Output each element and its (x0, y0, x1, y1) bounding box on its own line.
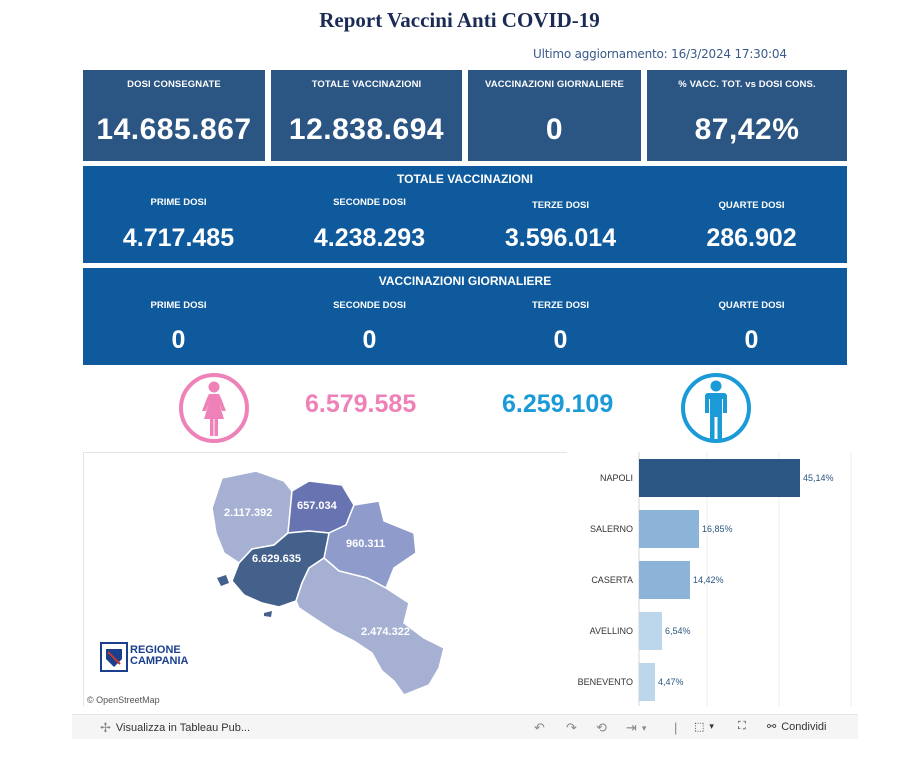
col-value: 0 (171, 326, 186, 354)
map-label-benevento: 657.034 (297, 500, 338, 512)
female-icon (178, 372, 250, 449)
kpi-totale-vaccinazioni: TOTALE VACCINAZIONI 12.838.694 (271, 70, 462, 161)
col-label: TERZE DOSI (531, 300, 589, 311)
panel-title: TOTALE VACCINAZIONI (397, 172, 533, 186)
male-icon (680, 372, 752, 449)
toolbar-divider: | (674, 720, 677, 735)
province-salerno (295, 557, 445, 696)
page-title: Report Vaccini Anti COVID-19 (319, 8, 600, 32)
island-ischia (217, 575, 229, 586)
bar-napoli[interactable] (639, 459, 800, 497)
col-label: PRIME DOSI (150, 300, 207, 311)
refresh-icon: ⇥ (626, 720, 637, 735)
col-value: 4.238.293 (313, 224, 426, 252)
female-value: 6.579.585 (305, 390, 417, 418)
bar-category-label: CASERTA (591, 575, 633, 585)
kpi-dosi-consegnate: DOSI CONSEGNATE 14.685.867 (83, 70, 265, 161)
col-value: 3.596.014 (504, 224, 617, 252)
col-value: 0 (553, 326, 568, 354)
bar-value-label: 45,14% (803, 473, 834, 483)
bar-value-label: 6,54% (665, 626, 691, 636)
col-value: 286.902 (706, 224, 797, 252)
regione-campania-logo: REGIONE CAMPANIA (100, 642, 189, 672)
terze-dosi-col: TERZE DOSI 0 (465, 268, 656, 365)
bar-value-label: 14,42% (693, 575, 724, 585)
quarte-dosi-col: QUARTE DOSI 286.902 (656, 166, 847, 263)
col-label: SECONDE DOSI (333, 197, 406, 208)
undo-button[interactable]: ↶ (534, 720, 545, 736)
refresh-button[interactable]: ⇥ ▾ (626, 720, 646, 736)
kpi-value: 14.685.867 (96, 113, 252, 146)
prime-dosi-col: PRIME DOSI 4.717.485 (83, 166, 274, 263)
kpi-label: DOSI CONSEGNATE (127, 79, 221, 90)
chevron-down-icon: ▾ (641, 722, 647, 733)
share-button[interactable]: ⚯ Condividi (767, 720, 827, 734)
divider-icon: | (674, 720, 678, 735)
totale-vaccinazioni-panel: TOTALE VACCINAZIONI PRIME DOSI 4.717.485… (83, 166, 847, 263)
logo-line-2: CAMPANIA (130, 655, 189, 667)
bar-avellino[interactable] (639, 612, 662, 650)
map-label-caserta: 2.117.392 (224, 507, 272, 519)
seconde-dosi-col: SECONDE DOSI 0 (274, 268, 465, 365)
campania-map[interactable]: 2.117.392 657.034 960.311 6.629.635 2.47… (83, 452, 567, 706)
map-label-napoli: 6.629.635 (252, 553, 301, 565)
tableau-toolbar: ✢ Visualizza in Tableau Pub... ↶ ↷ ⟲ ⇥ ▾ … (72, 714, 858, 739)
kpi-value: 87,42% (694, 113, 800, 146)
fullscreen-button[interactable]: ⛶ (738, 720, 746, 733)
bar-category-label: AVELLINO (589, 626, 633, 636)
revert-button[interactable]: ⟲ (596, 720, 607, 736)
map-attribution[interactable]: © OpenStreetMap (87, 695, 160, 705)
kpi-value: 12.838.694 (288, 113, 445, 146)
bar-caserta[interactable] (639, 561, 690, 599)
download-button[interactable]: ⬚ ▾ (694, 720, 714, 733)
map-label-avellino: 960.311 (346, 538, 385, 550)
kpi-label: TOTALE VACCINAZIONI (311, 79, 422, 90)
redo-icon: ↷ (566, 720, 577, 735)
col-label: SECONDE DOSI (333, 300, 406, 311)
chevron-down-icon: ▾ (709, 721, 714, 731)
view-in-tableau-label: Visualizza in Tableau Pub... (115, 722, 251, 734)
bar-category-label: NAPOLI (599, 473, 633, 483)
bar-category-label: SALERNO (589, 524, 633, 534)
terze-dosi-col: TERZE DOSI 3.596.014 (465, 166, 656, 263)
revert-icon: ⟲ (596, 720, 607, 735)
kpi-value: 0 (545, 113, 564, 146)
col-value: 4.717.485 (122, 224, 235, 252)
seconde-dosi-col: SECONDE DOSI 4.238.293 (274, 166, 465, 263)
redo-button[interactable]: ↷ (566, 720, 577, 736)
col-value: 0 (744, 326, 759, 354)
share-label: Condividi (781, 720, 827, 733)
quarte-dosi-col: QUARTE DOSI 0 (656, 268, 847, 365)
island-capri (264, 611, 272, 617)
kpi-row: DOSI CONSEGNATE 14.685.867 TOTALE VACCIN… (83, 70, 847, 161)
kpi-percent-vaccinati: % VACC. TOT. vs DOSI CONS. 87,42% (647, 70, 847, 161)
panel-title: VACCINAZIONI GIORNALIERE (378, 274, 552, 288)
map-label-salerno: 2.474.322 (361, 626, 410, 638)
vaccinazioni-giornaliere-panel: VACCINAZIONI GIORNALIERE PRIME DOSI 0 SE… (83, 268, 847, 365)
undo-icon: ↶ (534, 720, 545, 735)
bar-value-label: 16,85% (702, 524, 733, 534)
kpi-label: VACCINAZIONI GIORNALIERE (485, 79, 624, 90)
fullscreen-icon: ⛶ (738, 720, 746, 732)
last-updated: Ultimo aggiornamento: 16/3/2024 17:30:04 (533, 47, 787, 61)
col-label: TERZE DOSI (531, 200, 589, 211)
view-in-tableau-button[interactable]: ✢ Visualizza in Tableau Pub... (100, 720, 250, 736)
col-label: PRIME DOSI (150, 197, 207, 208)
share-icon: ⚯ (767, 721, 777, 733)
col-value: 0 (362, 326, 377, 354)
bar-category-label: BENEVENTO (577, 677, 633, 687)
tableau-icon: ✢ (100, 720, 111, 735)
download-icon: ⬚ (694, 721, 705, 733)
bar-benevento[interactable] (639, 663, 655, 701)
bar-value-label: 4,47% (658, 677, 684, 687)
logo-line-1: REGIONE (130, 644, 181, 656)
prime-dosi-col: PRIME DOSI 0 (83, 268, 274, 365)
bar-salerno[interactable] (639, 510, 699, 548)
kpi-vaccinazioni-giornaliere: VACCINAZIONI GIORNALIERE 0 (468, 70, 641, 161)
col-label: QUARTE DOSI (718, 200, 785, 211)
province-bar-chart: NAPOLI 45,14% SALERNO 16,85% CASERTA 14,42% AV… (567, 452, 857, 706)
male-value: 6.259.109 (502, 390, 614, 418)
kpi-label: % VACC. TOT. vs DOSI CONS. (678, 79, 816, 90)
col-label: QUARTE DOSI (718, 300, 785, 311)
